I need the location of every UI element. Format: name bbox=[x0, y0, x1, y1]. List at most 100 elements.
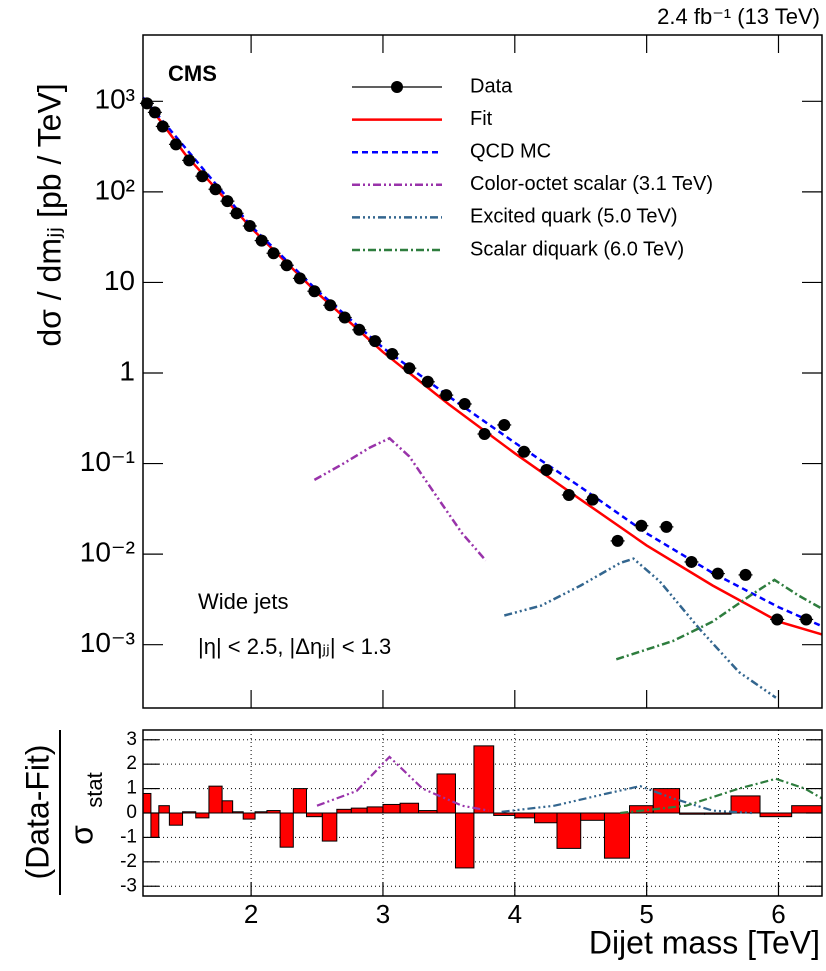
annotation: |η| < 2.5, |Δηⱼⱼ| < 1.3 bbox=[198, 634, 391, 659]
data-point bbox=[338, 311, 351, 324]
legend-label: QCD MC bbox=[470, 140, 551, 162]
pull-bar bbox=[336, 808, 352, 814]
data-point bbox=[293, 272, 306, 285]
pull-axis-title: (Data-Fit) bbox=[19, 744, 55, 879]
pull-bar bbox=[493, 812, 516, 816]
pull-bar bbox=[791, 805, 823, 814]
data-point bbox=[771, 613, 784, 626]
pull-bar bbox=[279, 812, 294, 848]
pull-bar bbox=[150, 812, 160, 838]
data-point bbox=[230, 207, 243, 220]
y-tick-label: 10³ bbox=[95, 84, 135, 115]
y-tick-label: 3 bbox=[126, 729, 137, 750]
plot-frame bbox=[142, 34, 823, 709]
y-tick-label: -3 bbox=[120, 875, 137, 896]
data-point bbox=[421, 375, 434, 388]
pull-bar bbox=[242, 812, 256, 820]
data-point bbox=[148, 106, 161, 119]
legend-label: Excited quark (5.0 TeV) bbox=[470, 206, 678, 228]
pull-bar bbox=[208, 785, 223, 814]
pull-bar bbox=[142, 792, 152, 814]
legend-marker bbox=[391, 81, 403, 93]
pull-bar bbox=[292, 788, 307, 814]
pull-bar bbox=[158, 805, 170, 814]
pull-bar bbox=[534, 812, 558, 824]
data-point bbox=[324, 299, 337, 312]
data-point bbox=[221, 195, 234, 208]
data-point bbox=[635, 519, 648, 532]
data-point bbox=[243, 220, 256, 233]
pull-axis-denominator: σ bbox=[63, 825, 99, 845]
pull-bar bbox=[382, 803, 401, 814]
y-tick-label: -1 bbox=[120, 826, 137, 847]
data-point bbox=[280, 259, 293, 272]
data-point bbox=[255, 234, 268, 247]
pull-bar bbox=[454, 812, 475, 869]
pull-bar bbox=[436, 773, 456, 814]
x-tick-label: 2 bbox=[244, 899, 258, 929]
data-point bbox=[586, 493, 599, 506]
data-point bbox=[308, 285, 321, 298]
series-line bbox=[501, 784, 753, 815]
data-point bbox=[196, 170, 209, 183]
legend-label: Scalar diquark (6.0 TeV) bbox=[470, 238, 684, 260]
series-line bbox=[503, 557, 777, 699]
x-tick-label: 5 bbox=[639, 899, 653, 929]
pull-bar bbox=[168, 812, 184, 826]
legend-label: Fit bbox=[470, 108, 493, 130]
pull-bar bbox=[232, 811, 244, 814]
pull-bar bbox=[266, 810, 281, 814]
pull-bar bbox=[366, 806, 384, 814]
pull-bar bbox=[603, 812, 631, 859]
lumi-label: 2.4 fb⁻¹ (13 TeV) bbox=[657, 4, 820, 29]
data-point bbox=[800, 613, 813, 626]
y-tick-label: 10⁻³ bbox=[80, 627, 135, 658]
x-axis-title: Dijet mass [TeV] bbox=[589, 924, 820, 960]
data-point bbox=[562, 488, 575, 501]
x-tick-label: 4 bbox=[508, 899, 522, 929]
data-point bbox=[140, 97, 153, 110]
experiment-label: CMS bbox=[168, 61, 217, 86]
pull-axis-subscript: stat bbox=[82, 772, 107, 807]
y-tick-label: 10⁻² bbox=[80, 537, 135, 568]
y-tick-label: 10⁻¹ bbox=[80, 446, 135, 477]
data-point bbox=[440, 389, 453, 402]
data-point bbox=[660, 520, 673, 533]
pull-bar bbox=[182, 811, 197, 814]
y-axis-title: dσ / dmⱼⱼ [pb / TeV] bbox=[31, 83, 67, 346]
y-tick-label: 2 bbox=[126, 753, 137, 774]
legend-label: Color-octet scalar (3.1 TeV) bbox=[470, 173, 713, 195]
y-tick-label: 0 bbox=[126, 802, 137, 823]
data-point bbox=[209, 183, 222, 196]
pull-bar bbox=[221, 800, 234, 814]
data-point bbox=[369, 335, 382, 348]
pull-bar bbox=[759, 812, 793, 818]
series-line bbox=[142, 96, 823, 628]
y-tick-label: 1 bbox=[119, 355, 135, 386]
data-point bbox=[183, 154, 196, 167]
pull-bar bbox=[195, 812, 210, 819]
annotation: Wide jets bbox=[198, 589, 288, 614]
data-point bbox=[498, 418, 511, 431]
y-tick-label: 10² bbox=[95, 174, 135, 205]
x-tick-label: 3 bbox=[376, 899, 390, 929]
data-point bbox=[156, 120, 169, 133]
series-line bbox=[313, 436, 487, 562]
pull-bar bbox=[254, 811, 268, 814]
pull-bar bbox=[514, 812, 536, 819]
legend-label: Data bbox=[470, 75, 513, 97]
data-point bbox=[478, 428, 491, 441]
data-point bbox=[540, 463, 553, 476]
data-point bbox=[267, 247, 280, 260]
data-point bbox=[611, 534, 624, 547]
series-line bbox=[615, 578, 823, 661]
pull-bar bbox=[321, 812, 338, 842]
pull-bar bbox=[580, 812, 605, 821]
series-line bbox=[316, 755, 489, 812]
y-tick-label: -2 bbox=[120, 851, 137, 872]
pull-bar bbox=[473, 745, 495, 814]
pull-bar bbox=[350, 807, 368, 814]
data-point bbox=[518, 445, 531, 458]
data-point bbox=[353, 323, 366, 336]
